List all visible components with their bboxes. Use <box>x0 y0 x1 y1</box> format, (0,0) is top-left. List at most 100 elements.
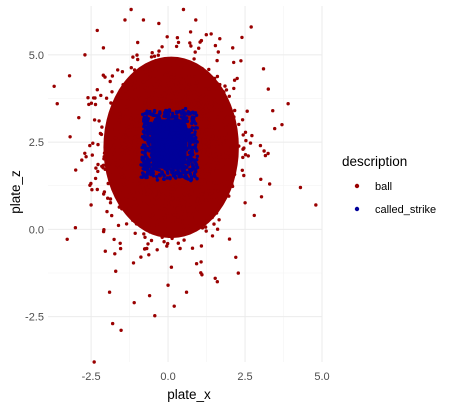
ball-point <box>194 18 198 22</box>
ball-point <box>124 124 128 128</box>
ball-point <box>97 119 101 123</box>
legend-key-called-strike <box>354 206 360 212</box>
ball-point <box>170 108 175 112</box>
ball-point <box>237 122 241 127</box>
called-strike-point <box>190 133 195 137</box>
called-strike-point <box>151 174 156 178</box>
ball-point <box>189 195 193 200</box>
ball-point <box>114 269 118 273</box>
ball-point <box>183 192 187 197</box>
ball-point <box>173 204 177 208</box>
ball-point <box>140 102 144 106</box>
called-strike-point <box>190 168 194 172</box>
ball-point <box>206 186 211 190</box>
ball-point <box>195 80 199 85</box>
called-strike-point <box>162 177 166 181</box>
ball-point <box>212 164 217 168</box>
ball-point <box>135 191 140 195</box>
called-strike-point <box>191 153 195 157</box>
ball-point <box>123 115 128 119</box>
ball-point <box>227 116 231 120</box>
ball-point <box>208 212 213 216</box>
ball-point <box>83 53 87 57</box>
ball-point <box>182 66 187 70</box>
ball-point <box>135 147 139 151</box>
ball-point <box>55 102 59 106</box>
ball-point <box>232 115 236 119</box>
called-strike-point <box>177 166 181 170</box>
ball-point <box>267 182 272 186</box>
ball-point <box>200 179 204 183</box>
ball-point <box>196 214 200 218</box>
ball-point <box>225 177 230 182</box>
ball-point <box>182 220 186 224</box>
ball-point <box>154 96 159 100</box>
called-strike-point <box>186 177 190 181</box>
ball-point <box>245 109 249 113</box>
called-strike-point <box>146 118 150 122</box>
ball-point <box>153 191 157 196</box>
called-strike-point <box>170 125 174 129</box>
called-strike-point <box>175 123 180 127</box>
called-strike-point <box>155 144 159 148</box>
ball-point <box>168 71 173 75</box>
ball-point <box>136 114 140 119</box>
called-strike-point <box>195 165 200 170</box>
ball-point <box>152 184 156 189</box>
ball-point <box>244 138 248 143</box>
ball-point <box>184 290 189 294</box>
ball-point <box>110 127 114 132</box>
ball-point <box>159 176 163 181</box>
ball-point <box>206 114 211 119</box>
ball-point <box>215 74 220 79</box>
ball-point <box>197 102 201 106</box>
ball-point <box>116 118 121 122</box>
ball-point <box>239 59 243 63</box>
ball-point <box>136 40 140 45</box>
ball-point <box>140 198 144 202</box>
ball-point <box>194 221 198 225</box>
called-strike-point <box>184 161 188 165</box>
ball-point <box>112 237 116 242</box>
ball-point <box>218 82 222 87</box>
called-strike-point <box>168 148 172 152</box>
called-strike-point <box>176 118 180 122</box>
ball-point <box>193 50 197 54</box>
called-strike-point <box>178 142 182 146</box>
called-strike-point <box>151 122 155 127</box>
ball-point <box>204 106 208 111</box>
ball-point <box>200 273 204 277</box>
ball-point <box>231 137 235 141</box>
ball-point <box>158 94 162 98</box>
ball-point <box>133 140 138 144</box>
ball-point <box>166 183 170 187</box>
called-strike-point <box>183 172 188 176</box>
called-strike-point <box>139 175 143 179</box>
ball-point <box>172 189 177 194</box>
ball-point <box>113 188 117 192</box>
ball-point <box>207 153 211 157</box>
ball-point <box>192 72 197 76</box>
ball-point <box>102 192 106 196</box>
ball-point <box>215 227 220 231</box>
ball-point <box>177 188 181 192</box>
called-strike-point <box>147 136 151 140</box>
ball-point <box>132 190 136 195</box>
ball-point <box>119 172 124 176</box>
ball-point <box>116 130 120 134</box>
ball-point <box>169 75 174 79</box>
ball-point <box>214 181 218 185</box>
ball-point <box>103 167 107 171</box>
ball-point <box>147 253 151 257</box>
called-strike-point <box>161 140 166 145</box>
ball-point <box>204 229 208 233</box>
ball-point <box>139 255 143 259</box>
called-strike-point <box>185 135 189 139</box>
ball-point <box>235 76 239 81</box>
ball-point <box>147 217 152 222</box>
ball-point <box>153 84 158 89</box>
ball-point <box>149 238 154 243</box>
ball-point <box>214 137 219 141</box>
ball-point <box>138 124 142 128</box>
